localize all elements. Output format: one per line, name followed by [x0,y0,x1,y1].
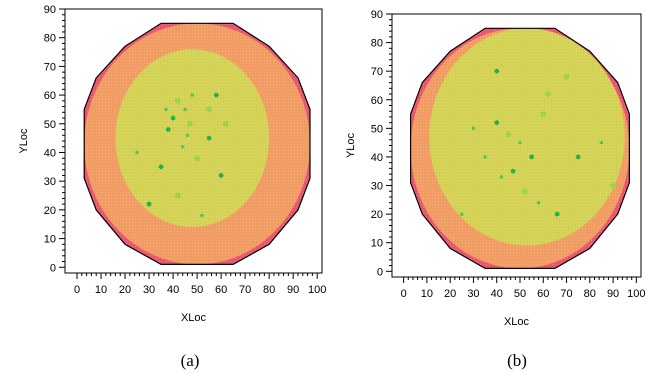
x-axis-label: XLoc [504,316,530,328]
x-tick-label: 40 [491,288,503,300]
x-tick-label: 80 [584,288,596,300]
y-tick-label: 0 [377,266,383,278]
plot-frame [391,13,642,278]
x-tick-label: 30 [143,284,155,296]
y-tick-label: 30 [371,181,383,193]
y-tick-label: 90 [371,9,383,21]
y-tick-label: 80 [371,38,383,50]
x-tick-label: 90 [287,284,299,296]
x-tick-label: 100 [308,284,326,296]
x-tick-label: 20 [119,284,131,296]
wafer-outline [410,27,631,269]
y-tick-label: 50 [371,123,383,135]
x-tick-label: 40 [167,284,179,296]
panel-a-wafer-map: 0 10 20 30 40 50 60 70 80 90 100 0 10 20 30 40 50 60 70 80 9… [18,4,326,324]
y-tick-label: 20 [371,209,383,221]
y-tick-label: 60 [44,90,56,102]
x-tick-label: 70 [560,288,572,300]
x-tick-label: 50 [514,288,526,300]
x-tick-label: 70 [239,284,251,296]
y-tick-label: 50 [44,119,56,131]
die-grid-texture [84,23,310,265]
wafer-body [84,23,310,265]
x-tick-label: 50 [191,284,203,296]
x-tick-label: 10 [95,284,107,296]
x-tick-label: 90 [607,288,619,300]
x-tick-label: 100 [627,288,645,300]
x-tick-label: 60 [537,288,549,300]
y-tick-label: 10 [371,238,383,250]
y-axis-label: YLoc [345,132,357,158]
x-tick-label: 10 [421,288,433,300]
die-grid-texture [410,28,630,269]
y-tick-label: 20 [44,205,56,217]
y-tick-label: 90 [44,4,56,16]
caption-a: (a) [181,351,200,370]
y-tick-label: 0 [50,262,56,274]
caption-b: (b) [507,351,527,370]
y-tick-label: 70 [44,61,56,73]
x-axis-label: XLoc [181,312,207,324]
y-tick-label: 40 [371,152,383,164]
x-tick-label: 20 [444,288,456,300]
panel-b-wafer-map: 0 10 20 30 40 50 60 70 80 90 100 0 10 20 30 40 50 60 70 80 9… [345,9,646,328]
x-tick-label: 30 [467,288,479,300]
x-tick-label: 0 [401,288,407,300]
y-tick-label: 30 [44,176,56,188]
x-tick-label: 60 [215,284,227,296]
y-tick-label: 10 [44,234,56,246]
y-tick-label: 70 [371,66,383,78]
y-tick-label: 60 [371,95,383,107]
y-tick-label: 40 [44,147,56,159]
x-tick-label: 0 [74,284,80,296]
wafer-body [410,28,630,269]
y-axis-label: YLoc [18,128,30,154]
wafer-outline [83,22,311,265]
y-tick-label: 80 [44,33,56,45]
x-tick-label: 80 [263,284,275,296]
